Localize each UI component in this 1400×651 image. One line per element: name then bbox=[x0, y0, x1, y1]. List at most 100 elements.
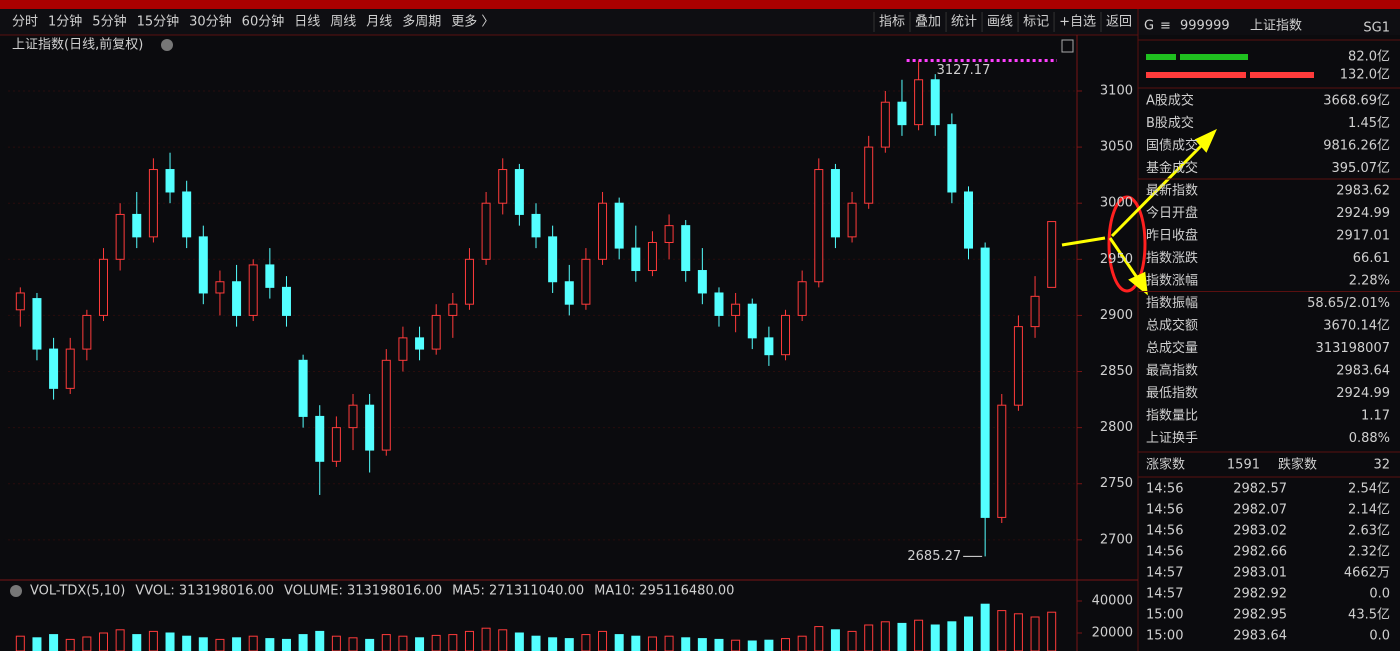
volume-bar bbox=[747, 640, 757, 651]
stat-label: 最高指数 bbox=[1146, 363, 1198, 379]
candle-body bbox=[182, 191, 192, 238]
tick-time: 14:56 bbox=[1146, 503, 1183, 518]
candle-body bbox=[764, 337, 774, 356]
candle-body bbox=[681, 225, 691, 272]
candle-body bbox=[381, 359, 391, 451]
tick-time: 14:57 bbox=[1146, 587, 1183, 602]
period-tab[interactable]: 月线 bbox=[366, 15, 392, 30]
candle-body bbox=[132, 213, 142, 238]
menu-icon[interactable]: ≡ bbox=[1160, 19, 1171, 34]
volume-bar bbox=[498, 629, 508, 651]
tick-time: 15:00 bbox=[1146, 608, 1183, 623]
stat-value: 313198007 bbox=[1316, 341, 1390, 356]
volume-bar bbox=[398, 635, 408, 651]
candle-body bbox=[930, 79, 940, 126]
candle-body bbox=[498, 169, 508, 204]
volume-bar bbox=[98, 632, 108, 651]
volume-bar bbox=[331, 635, 341, 651]
candle-body bbox=[847, 202, 857, 238]
volume-bar bbox=[764, 639, 774, 651]
candle-body bbox=[215, 281, 225, 294]
period-tab[interactable]: 60分钟 bbox=[242, 14, 285, 30]
stat-value: 1.17 bbox=[1361, 409, 1390, 424]
candle-body bbox=[65, 348, 75, 389]
candle-body bbox=[448, 303, 458, 316]
dropdown-icon[interactable] bbox=[161, 39, 173, 51]
volume-bar bbox=[731, 639, 741, 651]
candle-body bbox=[415, 337, 425, 350]
candle-body bbox=[348, 404, 358, 429]
volume-bar bbox=[880, 621, 890, 651]
candle-body bbox=[431, 314, 441, 350]
candle-body bbox=[731, 303, 741, 316]
volume-bar bbox=[32, 637, 42, 651]
stat-value: 3668.69亿 bbox=[1323, 94, 1390, 109]
y-tick-label: 2750 bbox=[1100, 476, 1133, 491]
tick-volume: 2.32亿 bbox=[1348, 545, 1390, 560]
candle-body bbox=[281, 286, 291, 316]
period-tab[interactable]: 日线 bbox=[294, 15, 320, 30]
candle-body bbox=[464, 258, 474, 305]
candle-body bbox=[997, 404, 1007, 518]
volume-bar bbox=[49, 634, 59, 651]
candle-body bbox=[514, 169, 524, 215]
candle-body bbox=[315, 415, 325, 462]
period-tab[interactable]: 5分钟 bbox=[92, 14, 126, 30]
stat-label: 基金成交 bbox=[1146, 160, 1198, 176]
volume-bar bbox=[381, 634, 391, 651]
volume-bar bbox=[964, 616, 974, 651]
volume-header: VOLUME: 313198016.00 bbox=[284, 584, 442, 599]
y-tick-label: 3000 bbox=[1100, 196, 1133, 211]
volume-bar bbox=[265, 638, 275, 651]
stat-label: 最新指数 bbox=[1146, 183, 1198, 199]
stat-value: 1.45亿 bbox=[1348, 116, 1390, 131]
candle-body bbox=[49, 348, 59, 389]
tick-price: 2983.64 bbox=[1233, 629, 1287, 644]
stat-value: 395.07亿 bbox=[1332, 161, 1391, 176]
period-tab[interactable]: 分时 bbox=[12, 15, 38, 30]
volume-bar bbox=[914, 619, 924, 651]
toolbar-action[interactable]: 返回 bbox=[1106, 15, 1132, 30]
period-tab[interactable]: 多周期 bbox=[402, 14, 441, 30]
candle-body bbox=[398, 337, 408, 361]
stat-value: 2924.99 bbox=[1336, 386, 1390, 401]
candle-body bbox=[947, 124, 957, 193]
candle-body bbox=[781, 314, 791, 356]
tick-price: 2983.02 bbox=[1233, 524, 1287, 539]
volume-header: VOL-TDX(5,10) bbox=[30, 584, 125, 599]
candle-body bbox=[481, 202, 491, 260]
period-tab[interactable]: 1分钟 bbox=[48, 14, 82, 30]
dropdown-icon[interactable] bbox=[10, 585, 22, 597]
panel-toggle[interactable] bbox=[1061, 39, 1074, 53]
highlight-ellipse bbox=[1107, 195, 1147, 293]
period-tab[interactable]: 更多 〉 bbox=[451, 14, 494, 30]
toolbar-action[interactable]: 指标 bbox=[879, 15, 905, 30]
breadth: 1591 bbox=[1227, 458, 1260, 473]
y-tick-label: 2950 bbox=[1100, 252, 1133, 267]
y-tick-label: 2850 bbox=[1100, 364, 1133, 379]
volume-bar bbox=[647, 636, 657, 651]
flow-bar bbox=[1146, 54, 1176, 60]
period-tab[interactable]: 30分钟 bbox=[189, 14, 232, 30]
period-tab[interactable]: 周线 bbox=[330, 15, 356, 30]
tick-volume: 2.54亿 bbox=[1348, 482, 1390, 497]
candle-body bbox=[664, 225, 674, 243]
candle-body bbox=[1030, 295, 1040, 328]
toolbar-action[interactable]: 画线 bbox=[987, 15, 1013, 30]
toolbar-action[interactable]: 标记 bbox=[1023, 15, 1049, 30]
top-strip bbox=[0, 0, 1400, 9]
stat-value: 2983.62 bbox=[1336, 184, 1390, 199]
toolbar-action[interactable]: +自选 bbox=[1059, 15, 1096, 30]
candle-body bbox=[897, 101, 907, 126]
tick-time: 14:56 bbox=[1146, 524, 1183, 539]
candle-body bbox=[1013, 326, 1023, 406]
volume-bar bbox=[215, 638, 225, 651]
candle-body bbox=[32, 298, 42, 350]
toolbar-action[interactable]: 叠加 bbox=[915, 15, 941, 30]
tick-volume: 4662万 bbox=[1344, 566, 1390, 581]
volume-header: MA5: 271311040.00 bbox=[452, 584, 584, 599]
toolbar-action[interactable]: 统计 bbox=[951, 15, 977, 30]
period-tab[interactable]: 15分钟 bbox=[137, 14, 180, 30]
flow-value: 82.0亿 bbox=[1348, 50, 1390, 65]
